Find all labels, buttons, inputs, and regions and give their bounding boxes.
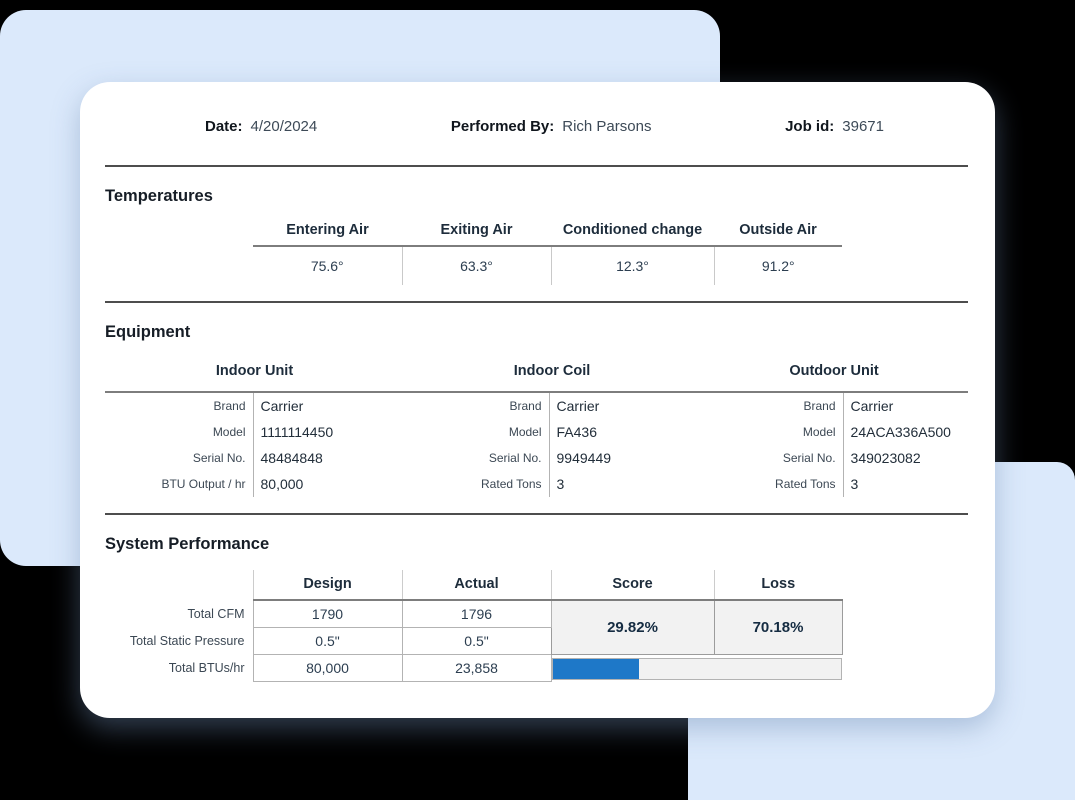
total-btus-label: Total BTUs/hr bbox=[168, 661, 245, 675]
total-static-pressure-actual-value: 0.5" bbox=[401, 627, 552, 655]
date-value: 4/20/2024 bbox=[250, 118, 318, 135]
indoor-coil-rated-tons-label: Rated Tons bbox=[404, 471, 550, 497]
performance-row-total-cfm: Total CFM 1790 1796 29.82% 70.18% bbox=[105, 599, 843, 655]
outdoor-unit-rated-tons-value: 3 bbox=[850, 476, 859, 492]
temperatures-header-row: Entering Air Exiting Air Conditioned cha… bbox=[105, 222, 842, 247]
indoor-unit-brand-label: Brand bbox=[105, 392, 254, 419]
perf-col-design: Design bbox=[252, 570, 402, 601]
equipment-row-capacity: BTU Output / hr 80,000 Rated Tons 3 Rate… bbox=[105, 471, 968, 497]
loss-value: 70.18% bbox=[713, 599, 843, 655]
score-progress-track bbox=[551, 658, 842, 681]
equipment-row-serial: Serial No. 48484848 Serial No. 9949449 S… bbox=[105, 445, 968, 471]
performance-label-gutter bbox=[105, 570, 253, 600]
outdoor-unit-serial-label: Serial No. bbox=[700, 445, 844, 471]
indoor-unit-btu-label: BTU Output / hr bbox=[105, 471, 254, 497]
outdoor-unit-brand-value: Carrier bbox=[850, 398, 894, 414]
temp-outside-air-value: 91.2° bbox=[713, 246, 842, 285]
job-id-value: 39671 bbox=[842, 118, 884, 135]
total-static-pressure-design-value: 0.5" bbox=[252, 627, 403, 655]
performance-row-total-btus: Total BTUs/hr 80,000 23,858 bbox=[105, 654, 842, 682]
temp-col-entering-air: Entering Air bbox=[253, 222, 402, 247]
temp-col-outside-air: Outside Air bbox=[714, 222, 842, 247]
total-static-pressure-label: Total Static Pressure bbox=[129, 634, 245, 648]
total-cfm-label: Total CFM bbox=[187, 606, 245, 621]
performed-by-label: Performed By: bbox=[450, 118, 555, 135]
section-divider bbox=[105, 301, 968, 303]
date-field: Date: 4/20/2024 bbox=[205, 118, 317, 136]
indoor-coil-model-label: Model bbox=[404, 419, 550, 445]
equipment-col-outdoor-unit: Outdoor Unit bbox=[700, 356, 969, 393]
temp-col-conditioned-change: Conditioned change bbox=[551, 222, 714, 247]
indoor-unit-btu-value: 80,000 bbox=[260, 476, 304, 492]
header-divider bbox=[105, 165, 968, 167]
outdoor-unit-model-label: Model bbox=[700, 419, 844, 445]
total-cfm-actual-value: 1796 bbox=[401, 599, 552, 628]
performed-by-value: Rich Parsons bbox=[562, 118, 652, 135]
perf-col-actual: Actual bbox=[401, 570, 551, 601]
perf-col-loss: Loss bbox=[713, 570, 842, 601]
total-btus-design-value: 80,000 bbox=[252, 654, 403, 682]
report-card: Date: 4/20/2024 Performed By: Rich Parsons… bbox=[80, 82, 995, 718]
temperatures-value-row: 75.6° 63.3° 12.3° 91.2° bbox=[105, 246, 842, 285]
indoor-coil-serial-label: Serial No. bbox=[404, 445, 550, 471]
performance-header-row: Design Actual Score Loss bbox=[105, 570, 842, 601]
temp-conditioned-change-value: 12.3° bbox=[550, 246, 714, 285]
report-header: Date: 4/20/2024 Performed By: Rich Parsons… bbox=[105, 118, 968, 136]
section-divider bbox=[105, 513, 968, 515]
score-progress-fill bbox=[552, 659, 640, 680]
total-btus-actual-value: 23,858 bbox=[401, 654, 552, 682]
date-label: Date: bbox=[205, 118, 243, 135]
indoor-coil-brand-value: Carrier bbox=[556, 398, 600, 414]
indoor-unit-model-value: 1111114450 bbox=[260, 424, 334, 440]
equipment-row-model: Model 1111114450 Model FA436 Model 24ACA… bbox=[105, 419, 968, 445]
system-performance-table: Design Actual Score Loss Total CFM 1790 … bbox=[105, 570, 843, 682]
equipment-heading: Equipment bbox=[105, 323, 191, 341]
total-cfm-design-value: 1790 bbox=[252, 599, 403, 628]
score-value: 29.82% bbox=[550, 599, 715, 655]
indoor-unit-serial-value: 48484848 bbox=[260, 450, 323, 466]
temperatures-heading: Temperatures bbox=[105, 187, 213, 205]
indoor-coil-brand-label: Brand bbox=[404, 392, 550, 419]
equipment-table: Indoor Unit Indoor Coil Outdoor Unit Bra… bbox=[105, 356, 969, 497]
outdoor-unit-rated-tons-label: Rated Tons bbox=[700, 471, 844, 497]
outdoor-unit-brand-label: Brand bbox=[700, 392, 844, 419]
indoor-coil-model-value: FA436 bbox=[556, 424, 597, 440]
indoor-coil-rated-tons-value: 3 bbox=[556, 476, 565, 492]
score-progress-cell bbox=[551, 655, 842, 682]
temperatures-table: Entering Air Exiting Air Conditioned cha… bbox=[105, 222, 842, 285]
equipment-col-indoor-unit: Indoor Unit bbox=[105, 356, 405, 393]
job-id-label: Job id: bbox=[785, 118, 835, 135]
outdoor-unit-serial-value: 349023082 bbox=[850, 450, 921, 466]
equipment-row-brand: Brand Carrier Brand Carrier Brand Carrie… bbox=[105, 392, 968, 419]
job-id-field: Job id: 39671 bbox=[785, 118, 884, 136]
outdoor-unit-model-value: 24ACA336A500 bbox=[850, 424, 951, 440]
indoor-unit-serial-label: Serial No. bbox=[105, 445, 254, 471]
equipment-header-row: Indoor Unit Indoor Coil Outdoor Unit bbox=[105, 356, 969, 393]
temperatures-label-gutter bbox=[105, 246, 253, 285]
temp-col-exiting-air: Exiting Air bbox=[402, 222, 551, 247]
indoor-unit-model-label: Model bbox=[105, 419, 254, 445]
indoor-unit-brand-value: Carrier bbox=[260, 398, 304, 414]
equipment-col-indoor-coil: Indoor Coil bbox=[404, 356, 701, 393]
temp-entering-air-value: 75.6° bbox=[310, 258, 344, 274]
indoor-coil-serial-value: 9949449 bbox=[556, 450, 612, 466]
performance-row-static-pressure: Total Static Pressure 0.5" 0.5" bbox=[105, 627, 842, 655]
performed-by-field: Performed By: Rich Parsons bbox=[451, 118, 652, 136]
perf-col-score: Score bbox=[550, 570, 714, 601]
temp-exiting-air-value: 63.3° bbox=[401, 246, 551, 285]
temperatures-label-gutter bbox=[105, 222, 253, 246]
system-performance-heading: System Performance bbox=[105, 535, 270, 553]
